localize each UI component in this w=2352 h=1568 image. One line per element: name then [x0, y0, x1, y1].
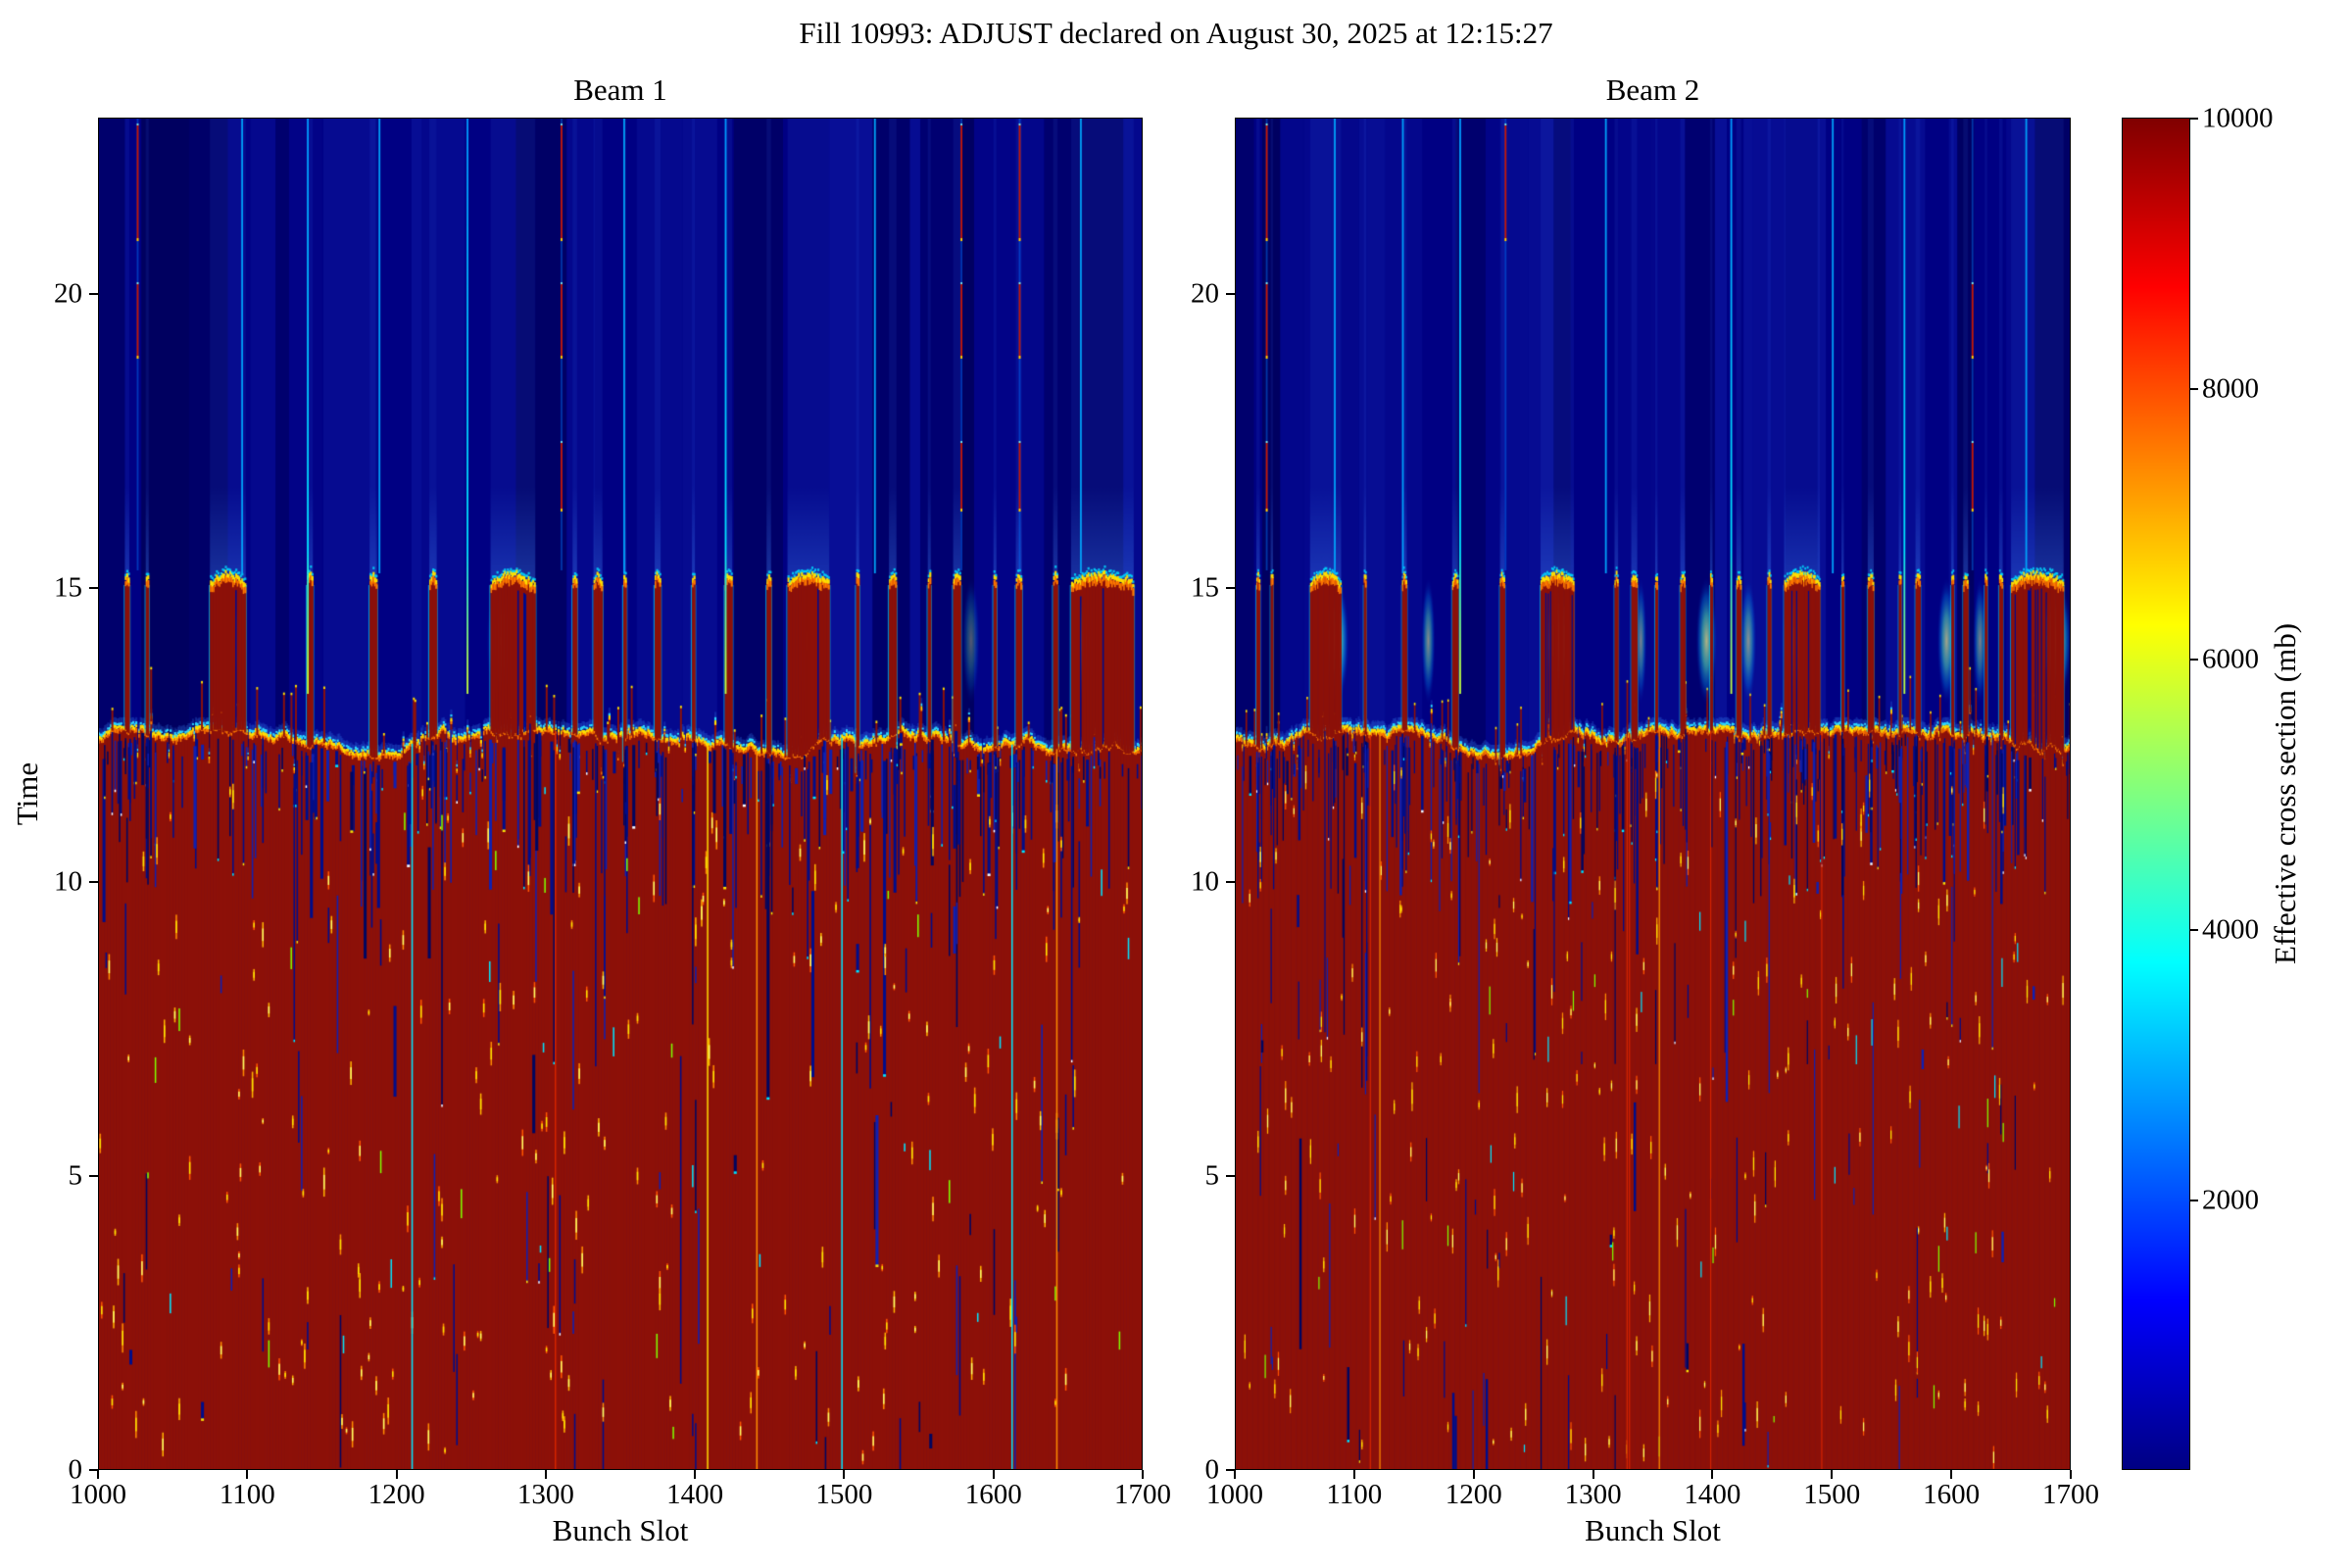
colorbar: 2000 4000 6000 8000 10000: [2122, 104, 2274, 1470]
beam1-heatmap-canvas: [98, 118, 1143, 1470]
y-tick-mark: [1226, 1469, 1235, 1471]
x-tick-mark: [1234, 1470, 1236, 1479]
y-tick-mark: [1226, 881, 1235, 883]
y-tick-label: 0: [1204, 1453, 1220, 1486]
x-tick-mark: [544, 1470, 547, 1479]
x-tick-mark: [1950, 1470, 1953, 1479]
beam1-title: Beam 1: [573, 73, 667, 107]
y-tick-mark: [1226, 1175, 1235, 1177]
colorbar-tick-mark: [2189, 659, 2198, 661]
colorbar-gradient: [2123, 119, 2189, 1469]
x-tick-label: 1000: [1206, 1479, 1263, 1510]
x-tick-mark: [246, 1470, 249, 1479]
colorbar-tick-mark: [2189, 1200, 2198, 1201]
x-tick-label: 1400: [1684, 1479, 1741, 1510]
beam2-x-axis-label: Bunch Slot: [1585, 1513, 1721, 1547]
x-tick-mark: [1352, 1470, 1355, 1479]
y-tick-label: 15: [1191, 571, 1219, 604]
colorbar-tick-label: 10000: [2202, 102, 2274, 134]
y-tick-label: 10: [1191, 865, 1219, 898]
x-tick-label: 1200: [1445, 1479, 1502, 1510]
x-tick-label: 1400: [666, 1479, 724, 1510]
beam1-axes: Beam 1 Bunch Slot Time 1000 1100 1200 1300 1…: [10, 73, 1171, 1547]
beam1-x-axis-label: Bunch Slot: [552, 1513, 689, 1547]
x-tick-mark: [97, 1470, 99, 1479]
x-tick-mark: [395, 1470, 398, 1479]
x-tick-label: 1600: [964, 1479, 1022, 1510]
colorbar-tick-label: 8000: [2202, 372, 2259, 405]
beam2-title: Beam 2: [1605, 73, 1700, 107]
x-tick-mark: [1711, 1470, 1714, 1479]
x-tick-label: 1500: [815, 1479, 873, 1510]
x-tick-label: 1100: [219, 1479, 275, 1510]
x-tick-label: 1600: [1923, 1479, 1981, 1510]
y-tick-mark: [89, 881, 98, 883]
colorbar-tick-label: 2000: [2202, 1184, 2259, 1216]
y-tick-label: 5: [68, 1159, 83, 1192]
y-tick-mark: [89, 1469, 98, 1471]
y-tick-label: 20: [54, 277, 82, 310]
x-tick-mark: [1831, 1470, 1834, 1479]
beam2-axes: Beam 2 Bunch Slot 1000 1100 1200 1300 1400 15…: [1191, 73, 2099, 1547]
x-tick-label: 1300: [516, 1479, 574, 1510]
y-tick-label: 10: [54, 865, 82, 898]
y-tick-mark: [89, 1175, 98, 1177]
y-tick-mark: [89, 587, 98, 589]
y-tick-label: 5: [1204, 1159, 1220, 1192]
x-tick-mark: [1142, 1470, 1144, 1479]
beam2-heatmap-canvas: [1235, 118, 2071, 1470]
y-tick-label: 15: [54, 571, 82, 604]
y-tick-mark: [1226, 587, 1235, 589]
figure-title: Fill 10993: ADJUST declared on August 30…: [799, 16, 1553, 50]
colorbar-tick-label: 6000: [2202, 643, 2259, 675]
colorbar-tick-mark: [2189, 929, 2198, 931]
x-tick-label: 1500: [1803, 1479, 1861, 1510]
y-axis-label: Time: [10, 761, 44, 826]
y-tick-label: 20: [1191, 277, 1219, 310]
colorbar-tick-mark: [2189, 388, 2198, 390]
colorbar-label: Effective cross section (mb): [2268, 622, 2302, 965]
y-tick-mark: [89, 293, 98, 295]
x-tick-mark: [1592, 1470, 1594, 1479]
x-tick-mark: [1472, 1470, 1475, 1479]
x-tick-label: 1100: [1326, 1479, 1383, 1510]
colorbar-tick-label: 4000: [2202, 913, 2259, 946]
x-tick-mark: [843, 1470, 846, 1479]
colorbar-tick-mark: [2189, 118, 2198, 120]
x-tick-label: 1300: [1564, 1479, 1622, 1510]
x-tick-mark: [2070, 1470, 2072, 1479]
x-tick-label: 1700: [2042, 1479, 2099, 1510]
x-tick-label: 1700: [1114, 1479, 1171, 1510]
x-tick-mark: [694, 1470, 697, 1479]
y-tick-mark: [1226, 293, 1235, 295]
x-tick-mark: [992, 1470, 995, 1479]
x-tick-label: 1200: [368, 1479, 425, 1510]
y-tick-label: 0: [68, 1453, 83, 1486]
x-tick-label: 1000: [70, 1479, 126, 1510]
